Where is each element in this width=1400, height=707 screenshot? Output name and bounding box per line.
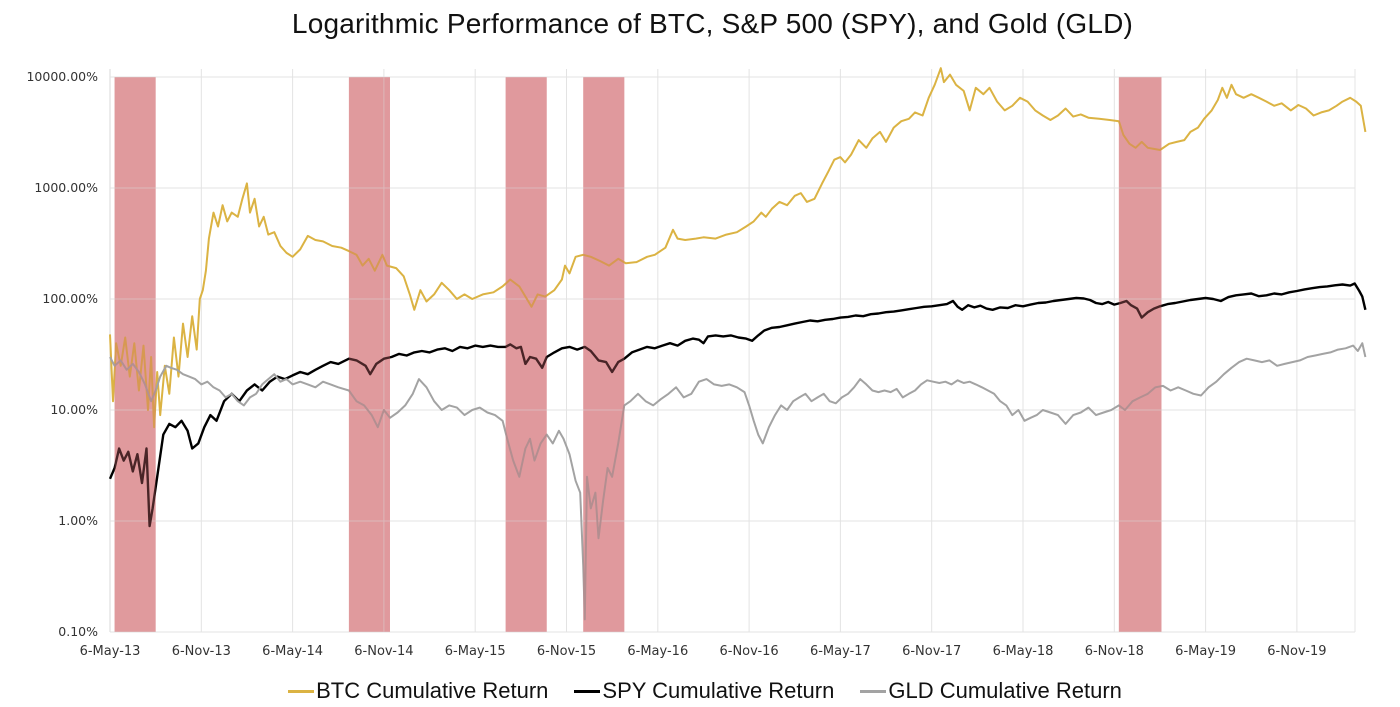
x-tick-label: 6-Nov-15 bbox=[537, 644, 596, 659]
shaded-period-tint bbox=[114, 77, 1162, 632]
shaded-periods bbox=[114, 77, 1162, 632]
legend-label-btc: BTC Cumulative Return bbox=[316, 678, 549, 703]
gld-line bbox=[109, 342, 1367, 621]
shaded-period-overlay bbox=[348, 77, 390, 632]
x-tick-label: 6-May-16 bbox=[627, 644, 688, 659]
legend-item-btc: BTC Cumulative Return bbox=[288, 678, 548, 704]
x-tick-label: 6-May-15 bbox=[445, 644, 506, 659]
legend-swatch-gld bbox=[860, 689, 887, 693]
shaded-period-overlay bbox=[583, 77, 625, 632]
x-tick-label: 6-Nov-13 bbox=[172, 644, 231, 659]
legend-item-gld: GLD Cumulative Return bbox=[860, 678, 1122, 704]
btc-line bbox=[109, 67, 1367, 429]
x-tick-label: 6-Nov-17 bbox=[902, 644, 961, 659]
shaded-period-overlay bbox=[1118, 77, 1162, 632]
chart-title: Logarithmic Performance of BTC, S&P 500 … bbox=[291, 8, 1134, 39]
legend-label-gld: GLD Cumulative Return bbox=[888, 678, 1122, 703]
shaded-period bbox=[1118, 77, 1162, 632]
shaded-period-overlay bbox=[114, 77, 156, 632]
chart-plot: 10000.00% 1000.00% 100.00% 10.00% 1.00% 0.10%… bbox=[26, 67, 1367, 659]
x-tick-label: 6-Nov-14 bbox=[354, 644, 413, 659]
y-tick-label: 10.00% bbox=[50, 402, 98, 417]
x-tick-label: 6-Nov-16 bbox=[719, 644, 778, 659]
x-tick-label: 6-May-18 bbox=[993, 644, 1054, 659]
x-tick-label: 6-Nov-18 bbox=[1085, 644, 1144, 659]
y-tick-label: 1000.00% bbox=[34, 180, 98, 195]
x-tick-label: 6-May-19 bbox=[1175, 644, 1236, 659]
legend-item-spy: SPY Cumulative Return bbox=[574, 678, 834, 704]
y-tick-label: 1.00% bbox=[58, 513, 98, 528]
x-tick-label: 6-May-17 bbox=[810, 644, 871, 659]
x-tick-label: 6-May-14 bbox=[262, 644, 323, 659]
spy-line bbox=[108, 282, 1367, 528]
shaded-period-overlay bbox=[505, 77, 547, 632]
shaded-period bbox=[348, 77, 390, 632]
x-tick-label: 6-May-13 bbox=[80, 644, 141, 659]
chart-legend: BTC Cumulative Return SPY Cumulative Ret… bbox=[0, 678, 1400, 704]
legend-label-spy: SPY Cumulative Return bbox=[602, 678, 835, 703]
y-tick-label: 10000.00% bbox=[26, 69, 98, 84]
legend-swatch-spy bbox=[574, 689, 601, 693]
y-tick-label: 100.00% bbox=[42, 291, 98, 306]
shaded-period bbox=[505, 77, 547, 632]
shaded-period bbox=[583, 77, 625, 632]
y-tick-label: 0.10% bbox=[58, 624, 98, 639]
legend-swatch-btc bbox=[288, 689, 315, 693]
x-tick-label: 6-Nov-19 bbox=[1267, 644, 1326, 659]
